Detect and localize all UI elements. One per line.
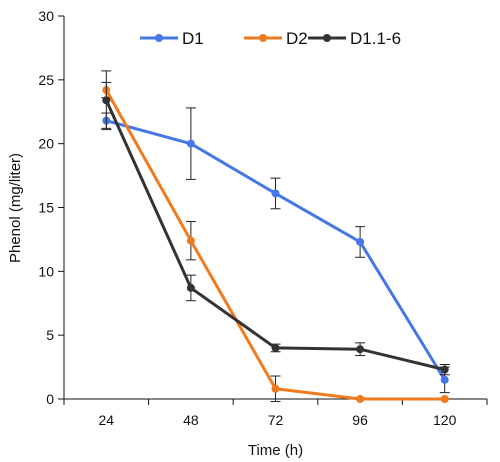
y-tick-label: 20 — [38, 136, 54, 152]
series-line — [104, 89, 445, 401]
y-tick-label: 5 — [46, 327, 54, 343]
x-axis-title: Time (h) — [248, 442, 303, 459]
legend-label: D2 — [286, 29, 308, 48]
legend-label: D1.1-6 — [350, 29, 401, 48]
series-layer — [101, 70, 450, 403]
data-point — [440, 395, 449, 403]
y-tick-label: 0 — [46, 391, 54, 407]
series-D2 — [101, 81, 449, 403]
legend: D1 D2 D1.1-6 — [140, 29, 401, 48]
data-point — [186, 139, 195, 148]
series-line — [105, 119, 446, 381]
data-point — [356, 237, 365, 246]
legend-swatch-marker — [323, 34, 331, 42]
x-tick-label: 48 — [183, 412, 199, 428]
data-point — [356, 345, 365, 354]
x-tick-label: 120 — [433, 412, 457, 428]
data-point — [271, 189, 280, 198]
y-axis-title: Phenol (mg/liter) — [7, 153, 24, 263]
series-line — [104, 99, 446, 372]
legend-item: D1 — [140, 29, 204, 48]
series-D1.1-6 — [101, 70, 450, 376]
x-tick-label: 96 — [352, 412, 368, 428]
x-tick-label: 24 — [99, 412, 115, 428]
x-ticks: 24 48 72 96 120 — [63, 399, 488, 428]
legend-label: D1 — [182, 29, 204, 48]
y-tick-label: 25 — [38, 72, 54, 88]
x-tick-label: 72 — [268, 412, 284, 428]
data-point — [440, 375, 449, 384]
legend-item: D2 — [244, 29, 308, 48]
legend-swatch-marker — [259, 34, 267, 42]
y-tick-label: 30 — [38, 8, 54, 24]
data-point — [271, 384, 280, 393]
series-D1 — [101, 107, 450, 394]
data-point — [356, 395, 365, 403]
legend-swatch-marker — [155, 34, 163, 42]
data-point — [440, 365, 449, 374]
data-point — [186, 283, 195, 292]
y-ticks: 0 5 10 15 20 25 30 — [38, 8, 64, 407]
data-point — [186, 236, 195, 245]
y-tick-label: 15 — [38, 200, 54, 216]
data-point — [271, 343, 280, 352]
data-point — [102, 96, 111, 105]
legend-item: D1.1-6 — [308, 29, 401, 48]
y-tick-label: 10 — [38, 263, 54, 279]
